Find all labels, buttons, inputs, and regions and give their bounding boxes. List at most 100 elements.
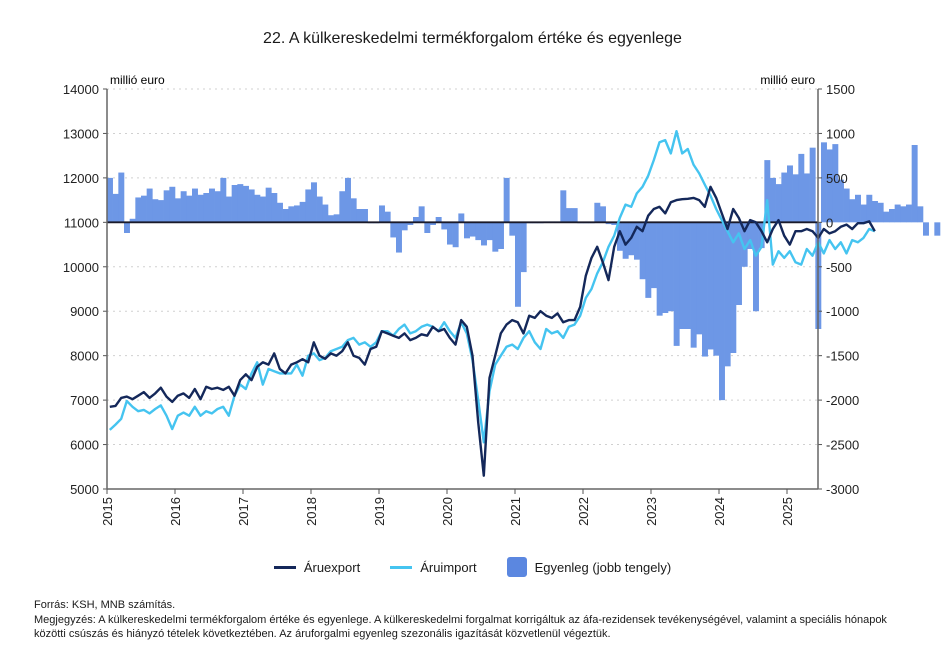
right-tick-label: -500: [826, 260, 852, 275]
balance-bar: [747, 222, 754, 249]
legend-label-export: Áruexport: [303, 559, 361, 575]
balance-bar: [192, 188, 198, 223]
x-tick-label: 2020: [440, 497, 455, 526]
left-tick-label: 8000: [70, 349, 99, 364]
balance-bar: [271, 193, 278, 223]
balance-bar: [713, 222, 720, 356]
balance-bar: [475, 222, 482, 241]
balance-bar: [384, 211, 391, 223]
balance-bar: [197, 194, 204, 223]
balance-bar: [855, 194, 861, 223]
balance-bar: [220, 177, 227, 223]
balance-bar: [311, 182, 317, 223]
balance-bar: [838, 179, 844, 223]
balance-bar: [792, 174, 799, 223]
balance-bar: [209, 188, 215, 223]
balance-bar: [492, 222, 499, 252]
balance-bar: [900, 206, 907, 223]
balance-bar: [226, 196, 232, 223]
balance-bar: [118, 172, 125, 223]
balance-bar: [243, 185, 249, 223]
balance-bar: [277, 202, 283, 223]
right-tick-label: -1500: [826, 349, 859, 364]
note-text: Megjegyzés: A külkereskedelmi termékforg…: [34, 613, 887, 641]
balance-bar: [685, 222, 691, 329]
balance-bar: [248, 189, 255, 223]
balance-bar: [866, 194, 873, 223]
balance-bar: [486, 222, 493, 241]
balance-bar: [764, 160, 771, 223]
balance-bar: [696, 222, 703, 335]
balance-bar: [350, 198, 357, 223]
balance-bar: [668, 222, 674, 312]
left-tick-label: 9000: [70, 304, 99, 319]
x-tick-label: 2016: [168, 497, 183, 526]
chart-title: 22. A külkereskedelmi termékforgalom ért…: [263, 30, 682, 47]
balance-bar: [152, 199, 159, 223]
series-lines: [108, 129, 876, 477]
balance-bar: [753, 222, 759, 312]
right-tick-label: 0: [826, 215, 833, 230]
balance-bar: [203, 193, 210, 223]
balance-bar: [186, 195, 193, 223]
balance-bar: [849, 199, 856, 223]
balance-bar: [736, 222, 742, 305]
notes: Forrás: KSH, MNB számítás. Megjegyzés: A…: [34, 598, 914, 642]
right-tick-label: 1500: [826, 82, 855, 97]
balance-bar: [180, 191, 187, 223]
balance-bar: [770, 177, 776, 223]
balance-bar: [787, 165, 793, 223]
legend-item-balance: Egyenleg (jobb tengely): [506, 557, 672, 577]
balance-bar: [804, 173, 810, 223]
left-tick-label: 13000: [63, 126, 99, 141]
balance-bar: [826, 149, 833, 223]
balance-bar: [254, 194, 261, 223]
balance-bar: [458, 213, 465, 223]
balance-bar: [639, 222, 646, 280]
balance-bar: [396, 222, 402, 253]
balance-bar: [498, 222, 504, 249]
balance-bar: [832, 144, 839, 223]
balance-bar: [345, 177, 351, 223]
legend-item-export: Áruexport: [273, 559, 361, 575]
balance-bar: [265, 187, 272, 223]
left-tick-label: 10000: [63, 260, 99, 275]
balance-bar: [600, 206, 606, 223]
balance-bar: [299, 201, 306, 223]
legend-label-balance: Egyenleg (jobb tengely): [534, 559, 672, 575]
balance-bar: [339, 191, 346, 223]
balance-bar: [566, 208, 572, 223]
balance-bar: [107, 177, 113, 223]
balance-bar: [237, 184, 244, 223]
x-tick-label: 2021: [508, 497, 523, 526]
left-tick-label: 12000: [63, 171, 99, 186]
right-tick-label: 500: [826, 171, 848, 186]
balance-bar: [481, 222, 487, 246]
left-tick-label: 14000: [63, 82, 99, 97]
balance-bar: [702, 222, 708, 357]
legend-item-import: Áruimport: [390, 560, 477, 575]
x-tick-label: 2024: [712, 497, 727, 526]
balance-bar: [622, 222, 629, 259]
balance-bar: [651, 222, 657, 289]
balance-bar: [124, 222, 130, 233]
balance-bar: [435, 217, 442, 223]
balance-bar: [356, 209, 363, 223]
balance-bar: [860, 204, 867, 223]
x-tick-label: 2017: [236, 497, 251, 526]
balance-bar: [679, 222, 686, 329]
balance-bar: [294, 205, 300, 223]
balance-bar: [322, 204, 329, 223]
left-tick-label: 7000: [70, 393, 99, 408]
balance-bar: [673, 222, 680, 346]
balance-bar: [509, 222, 516, 236]
balance-bar: [469, 222, 476, 237]
balance-bar: [781, 172, 788, 223]
balance-bar: [503, 177, 510, 223]
balance-bar: [690, 222, 697, 348]
line-export: [109, 185, 876, 477]
balance-bar: [911, 145, 918, 223]
x-tick-label: 2022: [576, 497, 591, 526]
balance-bar: [934, 222, 941, 236]
balance-bar: [333, 214, 340, 223]
